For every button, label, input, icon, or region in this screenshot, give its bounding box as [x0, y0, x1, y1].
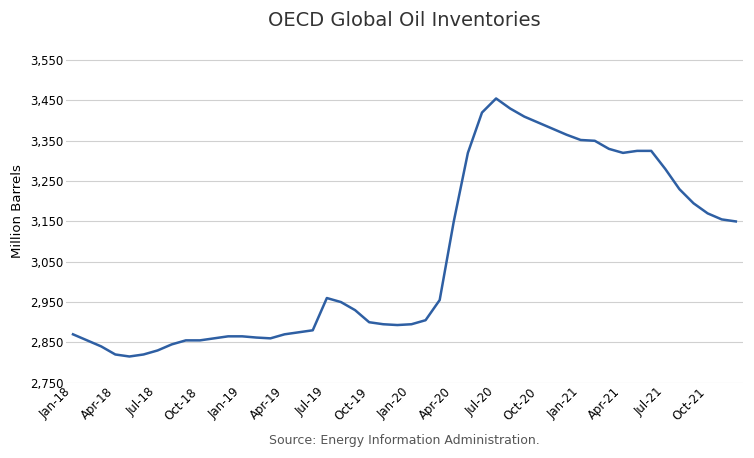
Y-axis label: Million Barrels: Million Barrels: [11, 164, 24, 258]
Title: OECD Global Oil Inventories: OECD Global Oil Inventories: [268, 11, 541, 30]
X-axis label: Source: Energy Information Administration.: Source: Energy Information Administratio…: [269, 434, 540, 447]
